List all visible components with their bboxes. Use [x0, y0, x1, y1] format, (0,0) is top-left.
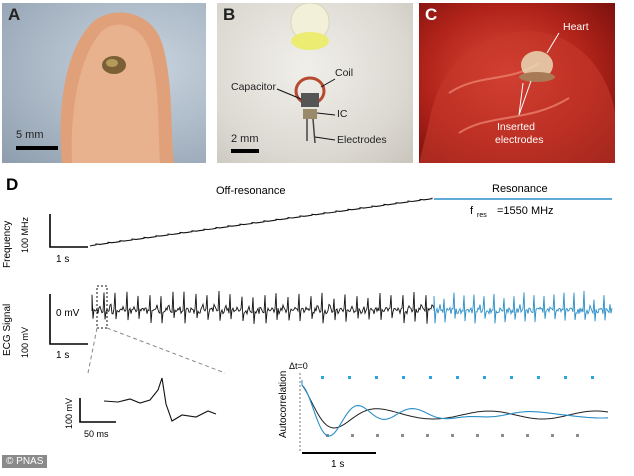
inset-scale-y: 100 mV [64, 398, 74, 429]
autocorr-trace-resonance [301, 380, 609, 437]
panel-b-photo: B Capacitor Coil IC Electrodes 2 mm [217, 3, 413, 163]
panel-c-photo: C Heart Inserted electrodes [419, 3, 615, 163]
implanted-device [521, 51, 553, 79]
off-resonance-peak-marker [551, 434, 554, 437]
resonance-peak-marker [537, 376, 540, 379]
off-resonance-peak-marker [351, 434, 354, 437]
resonance-peak-marker [510, 376, 513, 379]
fres-value: =1550 MHz [497, 205, 554, 217]
inset-scale-x: 50 ms [84, 429, 109, 439]
zoom-line-right [106, 327, 226, 374]
dt-zero-label: Δt=0 [289, 361, 308, 371]
off-resonance-peak-markers [326, 434, 579, 437]
off-resonance-peak-marker [576, 434, 579, 437]
resonance-peak-marker [348, 376, 351, 379]
off-resonance-peak-marker [426, 434, 429, 437]
resonance-peak-marker [564, 376, 567, 379]
panel-c-label: C [425, 5, 438, 24]
panel-a-photo: A 5 mm [2, 3, 206, 163]
panel-d-label: D [6, 175, 18, 194]
resonance-peak-markers [321, 376, 594, 379]
frequency-scale-bar [49, 214, 88, 248]
inserted-label: Inserted [497, 121, 535, 133]
off-resonance-peak-marker [501, 434, 504, 437]
panel-d-figure: D Off-resonance Resonance f res =1550 MH… [0, 168, 634, 471]
frequency-axis-label: Frequency [2, 221, 13, 268]
heart-illustration [419, 31, 615, 163]
zoom-window [96, 285, 108, 329]
off-resonance-peak-marker [526, 434, 529, 437]
off-resonance-label: Off-resonance [216, 185, 286, 197]
off-resonance-peak-marker [451, 434, 454, 437]
resonance-peak-marker [375, 376, 378, 379]
autocorr-trace-off [301, 380, 609, 429]
off-resonance-peak-marker [401, 434, 404, 437]
fres-symbol: f [470, 205, 474, 217]
ecg-scale-y: 100 mV [20, 327, 30, 358]
finger-illustration [16, 12, 175, 163]
frequency-scale-x: 1 s [56, 254, 69, 265]
ecg-axis-label: ECG Signal [2, 304, 13, 356]
electrodes-label-c: electrodes [495, 134, 544, 146]
resonance-peak-marker [402, 376, 405, 379]
ecg-trace-off-resonance [91, 290, 435, 324]
off-resonance-peak-marker [376, 434, 379, 437]
ic-label: IC [337, 108, 348, 120]
autocorr-scale-x: 1 s [331, 459, 344, 470]
resonance-label: Resonance [492, 183, 548, 195]
panel-d-plots: D Off-resonance Resonance f res =1550 MH… [2, 175, 613, 470]
inset-ecg-trace [103, 377, 217, 422]
coil-label: Coil [335, 67, 354, 79]
scale-bar-b-label: 2 mm [231, 133, 259, 145]
inset-scale-bar [79, 398, 116, 423]
frequency-scale-y: 100 MHz [20, 216, 30, 253]
scale-bar-a-label: 5 mm [16, 129, 44, 141]
zoom-line-left [87, 327, 98, 374]
ecg-trace-resonance [433, 290, 613, 324]
panel-b-label: B [223, 5, 236, 24]
credit-label: © PNAS [2, 455, 48, 468]
ic-shape [303, 109, 317, 119]
resonance-peak-marker [591, 376, 594, 379]
fres-subscript: res [477, 212, 487, 219]
autocorr-axis-label: Autocorrelation [278, 371, 289, 438]
capacitor-shape [301, 93, 319, 107]
panel-a-label: A [8, 5, 21, 24]
ecg-scale-x: 1 s [56, 350, 69, 361]
device-illustration [231, 3, 336, 153]
resonance-peak-marker [321, 376, 324, 379]
capacitor-label: Capacitor [231, 81, 276, 93]
off-resonance-peak-marker [476, 434, 479, 437]
electrodes-label: Electrodes [337, 134, 387, 146]
resonance-peak-marker [429, 376, 432, 379]
resonance-peak-marker [456, 376, 459, 379]
frequency-trace-off [89, 197, 433, 247]
heart-label: Heart [563, 21, 589, 33]
ecg-scale-bar [49, 294, 88, 345]
ecg-zero-label: 0 mV [56, 308, 80, 319]
resonance-peak-marker [483, 376, 486, 379]
